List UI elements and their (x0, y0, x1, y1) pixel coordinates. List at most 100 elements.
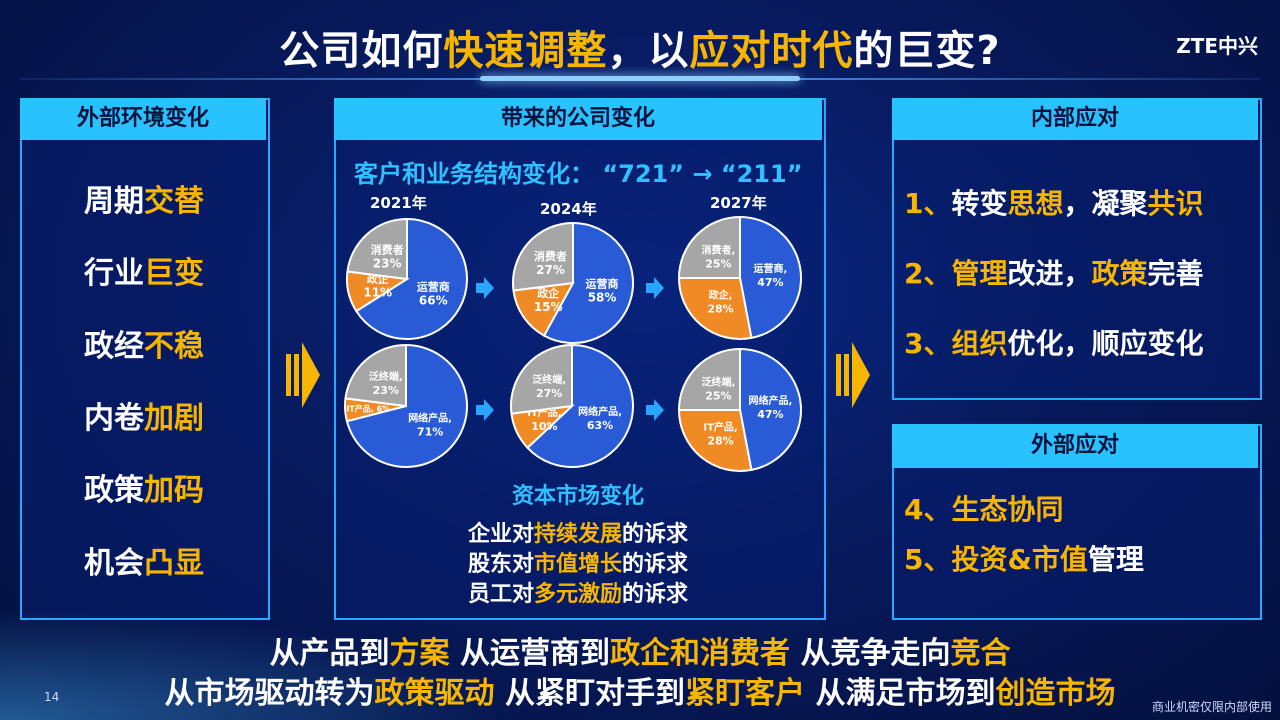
pie-slice (526, 343, 634, 468)
pie-slice (542, 221, 634, 344)
page-title: 公司如何快速调整，以应对时代的巨变? (279, 28, 1001, 74)
pie-slice-value: 23% (373, 256, 402, 270)
internal-item: 2、管理改进，政策完善 (904, 257, 1204, 290)
bottom-slogan-line-2: 从市场驱动转为政策驱动 从紧盯对手到紧盯客户 从满足市场到创造市场 (0, 668, 1280, 712)
capital-line: 股东对市值增长的诉求 (467, 552, 689, 577)
left-item: 内卷加剧 (84, 401, 204, 437)
background-glow (0, 600, 560, 720)
pie-slice-value: 58% (588, 290, 617, 304)
slogan-segment: 从运营商到 (449, 636, 610, 671)
pie-slice (512, 221, 574, 292)
pie-slice-value: 27% (536, 387, 562, 400)
left-panel-header: 外部环境变化 (20, 98, 266, 140)
slogan-segment: 紧盯客户 (685, 676, 805, 711)
internal-item: 3、组织优化，顺应变化 (904, 327, 1204, 360)
page-number: 14 (44, 690, 60, 704)
pie-slice-value: 66% (419, 293, 448, 307)
pie-slice (677, 277, 753, 340)
capital-market-title: 资本市场变化 (511, 484, 644, 509)
slogan-segment: 创造市场 (995, 676, 1116, 711)
external-item: 5、投资&市值管理 (904, 543, 1144, 576)
small-arrow-icon (646, 277, 664, 299)
pie-slice-value: 10% (531, 420, 557, 433)
pie-slice (510, 343, 573, 415)
pie-chart-product-2021: 网络产品,71% IT产品, 6% 泛终端,23% (344, 343, 468, 468)
pie-slice-label: 网络产品, (578, 405, 622, 418)
year-label-2021: 2021年 (370, 194, 427, 212)
pie-slice-label: IT产品, 6% (346, 403, 390, 413)
slogan-segment: 从竞争走向 (790, 636, 951, 671)
zte-logo: ZTE中兴 (1176, 34, 1258, 58)
small-arrow-icon (476, 399, 494, 421)
pie-chart-product-2027: 网络产品,47% IT产品,28% 泛终端,25% (677, 347, 802, 472)
title-underline-glow (480, 76, 800, 81)
external-response-header: 外部应对 (892, 424, 1258, 468)
small-arrow-icon (476, 277, 494, 299)
year-label-2027: 2027年 (710, 194, 767, 212)
pie-slice-label: 运营商, (753, 262, 787, 275)
slogan-segment: 从市场驱动转为 (164, 676, 375, 711)
middle-panel-header: 带来的公司变化 (334, 98, 822, 140)
pie-slice-label: 运营商 (417, 279, 450, 293)
slogan-segment: 从产品到 (269, 636, 390, 671)
right-arrow-icon (286, 342, 320, 408)
left-item: 机会凸显 (84, 545, 204, 581)
pie-slice-label: 泛终端, (702, 375, 736, 388)
pie-slice-value: 25% (705, 257, 731, 270)
slogan-segment: 从紧盯对手到 (494, 676, 685, 711)
small-arrow-icon (646, 399, 664, 421)
right-arrow-icon (836, 342, 870, 408)
pie-slice (344, 343, 407, 408)
pie-slice-value: 15% (534, 300, 563, 314)
pie-slice-label: 网络产品, (748, 394, 792, 407)
pie-slice (677, 347, 741, 411)
pie-slice-label: 泛终端, (532, 373, 566, 386)
pie-slice-value: 11% (363, 286, 392, 300)
slogan-segment: 从满足市场到 (805, 676, 996, 711)
left-panel (20, 98, 270, 620)
year-label-2024: 2024年 (540, 200, 597, 218)
pie-slice (677, 409, 753, 472)
pie-chart-customer-2027: 运营商,47% 政企,28% 消费者,25% (677, 215, 802, 340)
pie-slice-label: 泛终端, (369, 370, 403, 383)
internal-response-header: 内部应对 (892, 98, 1258, 140)
pie-slice-value: 63% (587, 419, 613, 432)
bottom-slogan-line-1: 从产品到方案 从运营商到政企和消费者 从竞争走向竞合 (0, 628, 1280, 672)
pie-slice-label: 网络产品, (408, 412, 452, 425)
confidential-notice: 商业机密仅限内部使用 (1151, 700, 1272, 714)
left-panel-items: 周期交替 行业巨变 政经不稳 内卷加剧 政策加码 机会凸显 (20, 142, 266, 616)
pie-slice-value: 47% (757, 276, 783, 289)
pie-slice-value: 23% (373, 384, 399, 397)
pie-slice (512, 281, 575, 337)
pie-slice (354, 217, 468, 340)
internal-item: 1、转变思想，凝聚共识 (904, 187, 1204, 220)
left-item: 周期交替 (84, 184, 204, 220)
left-item: 政策加码 (84, 473, 204, 509)
slogan-segment: 竞合 (950, 636, 1011, 671)
pie-chart-product-2024: 网络产品,63%IT产品,10%泛终端,27% (510, 343, 634, 468)
pie-slice (739, 347, 802, 472)
pie-slice-label: 政企, (709, 289, 733, 302)
pie-slice (739, 215, 802, 340)
pie-slice-value: 71% (417, 426, 443, 439)
pie-slice-label: 消费者 (371, 242, 404, 256)
pie-slice-value: 28% (707, 303, 733, 316)
left-item: 政经不稳 (84, 328, 204, 364)
pie-slice (346, 217, 408, 281)
pie-slice-label: 政企 (537, 286, 560, 300)
capital-line: 企业对持续发展的诉求 (467, 522, 689, 547)
pie-slice-value: 47% (757, 408, 783, 421)
slogan-segment: 方案 (389, 636, 450, 671)
pie-slice-label: 消费者, (702, 243, 736, 256)
structure-change-subtitle: 客户和业务结构变化： “721” → “211” (354, 160, 803, 188)
left-item: 行业巨变 (84, 256, 204, 292)
slogan-segment: 政企和消费者 (610, 636, 790, 671)
pie-slice-value: 27% (536, 263, 565, 277)
capital-line: 员工对多元激励的诉求 (467, 582, 689, 607)
pie-slice (677, 215, 741, 279)
pie-slice-label: 消费者 (534, 249, 567, 263)
pie-slice-value: 25% (705, 389, 731, 402)
slogan-segment: 政策驱动 (374, 676, 495, 711)
